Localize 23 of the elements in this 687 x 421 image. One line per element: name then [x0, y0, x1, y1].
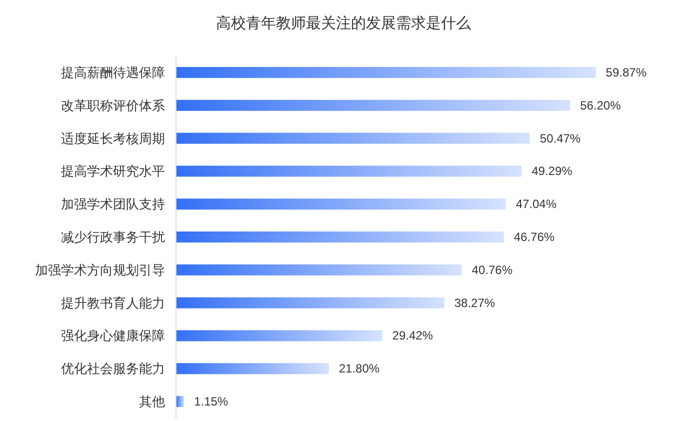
data-label: 59.87% — [606, 65, 647, 80]
data-label: 1.15% — [194, 394, 228, 409]
data-label: 29.42% — [392, 328, 434, 343]
data-label: 38.27% — [454, 296, 496, 310]
data-label: 47.04% — [516, 197, 557, 212]
y-tick-label: 提高学术研究水平 — [61, 164, 165, 179]
y-tick-label: 改革职称评价体系 — [61, 98, 165, 113]
y-tick-label: 提高薪酬待遇保障 — [61, 64, 165, 80]
y-tick-label: 适度延长考核周期 — [61, 130, 165, 146]
data-label: 50.47% — [540, 131, 581, 146]
data-label: 21.80% — [338, 362, 380, 376]
y-tick-label: 其他 — [139, 394, 165, 410]
y-tick-label: 加强学术团队支持 — [61, 196, 165, 212]
y-tick-label: 加强学术方向规划引导 — [35, 262, 165, 278]
chart-title: 高校青年教师最关注的发展需求是什么 — [216, 15, 471, 32]
data-label: 46.76% — [514, 230, 555, 244]
y-tick-label: 强化身心健康保障 — [61, 328, 165, 344]
y-tick-label: 提升教书育人能力 — [61, 295, 165, 310]
data-label: 49.29% — [532, 164, 573, 178]
data-label: 56.20% — [580, 98, 622, 112]
y-tick-label: 优化社会服务能力 — [61, 361, 165, 376]
y-tick-label: 减少行政事务干扰 — [61, 230, 165, 244]
data-label: 40.76% — [472, 262, 513, 277]
